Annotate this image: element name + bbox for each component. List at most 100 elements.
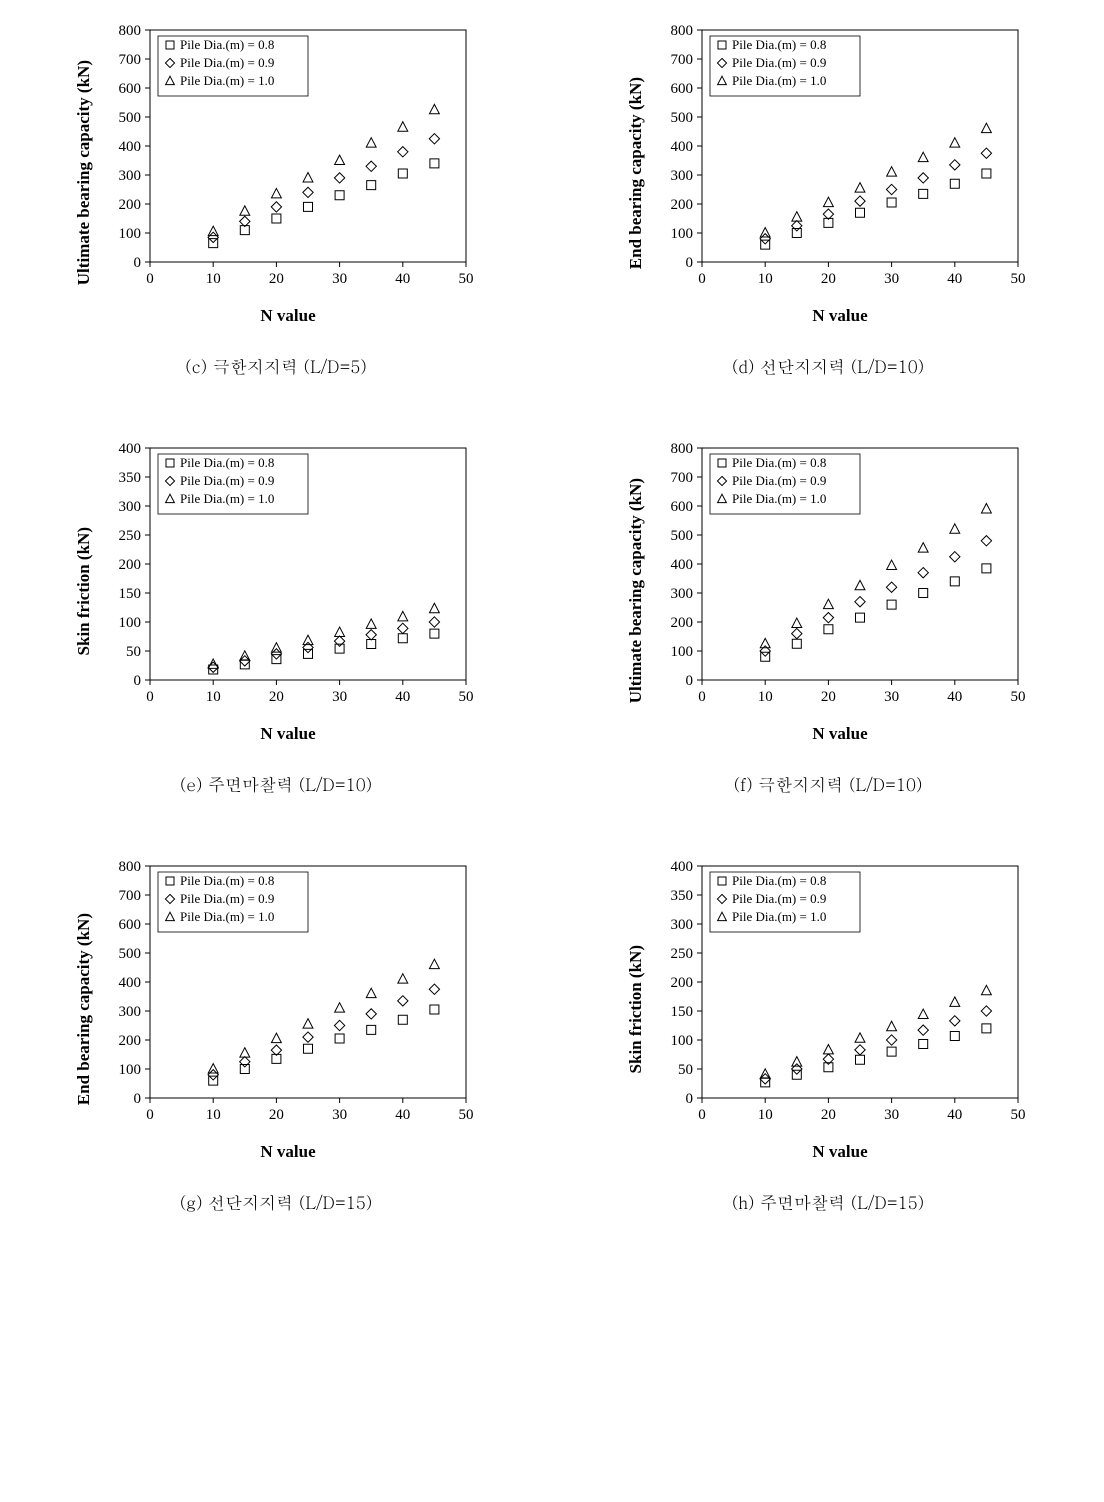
y-tick-label: 300 xyxy=(671,586,694,602)
panel-caption: (f) 극한지지력 (L/D=10) xyxy=(734,772,923,796)
y-tick-label: 400 xyxy=(119,441,142,457)
y-tick-label: 800 xyxy=(119,859,142,875)
chart-wrap-h: Skin friction (kN) 010203040500501001502… xyxy=(626,856,1030,1162)
y-tick-label: 600 xyxy=(119,917,142,933)
caption-prefix: (c) xyxy=(185,354,213,378)
caption-body: 주면마찰력 (L/D=15) xyxy=(760,1190,924,1214)
x-tick-label: 10 xyxy=(206,271,221,287)
legend-label: Pile Dia.(m) = 0.9 xyxy=(732,55,826,70)
chart-g-svg: 010203040500100200300400500600700800Pile… xyxy=(98,856,478,1136)
y-tick-label: 300 xyxy=(671,168,694,184)
y-tick-label: 100 xyxy=(671,644,694,660)
y-tick-label: 200 xyxy=(119,557,142,573)
x-tick-label: 50 xyxy=(459,1107,474,1123)
chart-f-svg: 010203040500100200300400500600700800Pile… xyxy=(650,438,1030,718)
y-tick-label: 350 xyxy=(119,470,142,486)
y-tick-label: 250 xyxy=(671,946,694,962)
x-tick-label: 40 xyxy=(395,1107,410,1123)
x-tick-label: 50 xyxy=(1011,689,1026,705)
plot-column: 010203040500100200300400500600700800Pile… xyxy=(650,438,1030,744)
plot-column: 010203040500100200300400500600700800Pile… xyxy=(98,20,478,326)
x-tick-label: 50 xyxy=(459,689,474,705)
chart-d-svg: 010203040500100200300400500600700800Pile… xyxy=(650,20,1030,300)
panel-g: End bearing capacity (kN) 01020304050010… xyxy=(20,856,532,1214)
y-tick-label: 250 xyxy=(119,528,142,544)
x-tick-label: 10 xyxy=(758,1107,773,1123)
x-axis-label: N value xyxy=(260,724,315,744)
legend-label: Pile Dia.(m) = 1.0 xyxy=(732,73,826,88)
y-tick-label: 300 xyxy=(119,168,142,184)
legend-label: Pile Dia.(m) = 0.8 xyxy=(180,37,274,52)
y-tick-label: 100 xyxy=(119,1062,142,1078)
y-tick-label: 300 xyxy=(119,499,142,515)
chart-wrap-d: End bearing capacity (kN) 01020304050010… xyxy=(626,20,1030,326)
panel-caption: (e) 주면마찰력 (L/D=10) xyxy=(180,772,372,796)
y-tick-label: 0 xyxy=(686,673,694,689)
y-tick-label: 500 xyxy=(671,110,694,126)
y-tick-label: 100 xyxy=(119,615,142,631)
y-tick-label: 400 xyxy=(119,139,142,155)
x-tick-label: 20 xyxy=(821,689,836,705)
y-tick-label: 600 xyxy=(119,81,142,97)
y-tick-label: 700 xyxy=(119,52,142,68)
y-axis-label: Skin friction (kN) xyxy=(626,945,646,1073)
panel-h: Skin friction (kN) 010203040500501001502… xyxy=(572,856,1084,1214)
x-axis-label: N value xyxy=(260,1142,315,1162)
chart-c-svg: 010203040500100200300400500600700800Pile… xyxy=(98,20,478,300)
y-tick-label: 200 xyxy=(671,615,694,631)
y-tick-label: 150 xyxy=(119,586,142,602)
legend-label: Pile Dia.(m) = 0.9 xyxy=(180,55,274,70)
chart-h-svg: 01020304050050100150200250300350400Pile … xyxy=(650,856,1030,1136)
x-tick-label: 0 xyxy=(698,271,706,287)
y-tick-label: 50 xyxy=(126,644,141,660)
legend-label: Pile Dia.(m) = 0.8 xyxy=(180,873,274,888)
legend-label: Pile Dia.(m) = 0.9 xyxy=(180,891,274,906)
panel-caption: (d) 선단지지력 (L/D=10) xyxy=(732,354,924,378)
caption-body: 선단지지력 (L/D=10) xyxy=(760,354,924,378)
x-axis-label: N value xyxy=(812,724,867,744)
panel-caption: (g) 선단지지력 (L/D=15) xyxy=(180,1190,372,1214)
y-tick-label: 200 xyxy=(671,197,694,213)
x-tick-label: 40 xyxy=(947,1107,962,1123)
plot-column: 01020304050050100150200250300350400Pile … xyxy=(650,856,1030,1162)
panel-f: Ultimate bearing capacity (kN) 010203040… xyxy=(572,438,1084,796)
y-tick-label: 400 xyxy=(671,139,694,155)
y-tick-label: 600 xyxy=(671,81,694,97)
x-axis-label: N value xyxy=(812,1142,867,1162)
chart-e-svg: 01020304050050100150200250300350400Pile … xyxy=(98,438,478,718)
x-tick-label: 0 xyxy=(698,1107,706,1123)
x-tick-label: 20 xyxy=(821,1107,836,1123)
x-tick-label: 20 xyxy=(269,1107,284,1123)
y-tick-label: 200 xyxy=(119,1033,142,1049)
y-tick-label: 150 xyxy=(671,1004,694,1020)
y-tick-label: 300 xyxy=(671,917,694,933)
y-axis-label: End bearing capacity (kN) xyxy=(74,913,94,1105)
y-tick-label: 500 xyxy=(119,946,142,962)
legend-label: Pile Dia.(m) = 1.0 xyxy=(180,491,274,506)
y-axis-label: Ultimate bearing capacity (kN) xyxy=(74,60,94,285)
y-tick-label: 0 xyxy=(134,673,142,689)
x-tick-label: 10 xyxy=(206,1107,221,1123)
caption-prefix: (d) xyxy=(732,354,760,378)
panel-e: Skin friction (kN) 010203040500501001502… xyxy=(20,438,532,796)
caption-prefix: (g) xyxy=(180,1190,208,1214)
y-tick-label: 400 xyxy=(671,557,694,573)
x-axis-label: N value xyxy=(260,306,315,326)
x-tick-label: 40 xyxy=(395,689,410,705)
y-tick-label: 700 xyxy=(119,888,142,904)
legend-label: Pile Dia.(m) = 0.8 xyxy=(732,873,826,888)
caption-prefix: (h) xyxy=(732,1190,760,1214)
x-tick-label: 0 xyxy=(146,689,154,705)
y-tick-label: 200 xyxy=(119,197,142,213)
caption-body: 극한지지력 (L/D=5) xyxy=(213,354,367,378)
plot-column: 010203040500100200300400500600700800Pile… xyxy=(98,856,478,1162)
legend-label: Pile Dia.(m) = 0.9 xyxy=(180,473,274,488)
x-tick-label: 20 xyxy=(269,689,284,705)
y-tick-label: 500 xyxy=(119,110,142,126)
plot-column: 010203040500100200300400500600700800Pile… xyxy=(650,20,1030,326)
y-tick-label: 400 xyxy=(671,859,694,875)
x-tick-label: 50 xyxy=(1011,1107,1026,1123)
y-tick-label: 100 xyxy=(671,226,694,242)
x-tick-label: 40 xyxy=(947,689,962,705)
panel-caption: (h) 주면마찰력 (L/D=15) xyxy=(732,1190,924,1214)
